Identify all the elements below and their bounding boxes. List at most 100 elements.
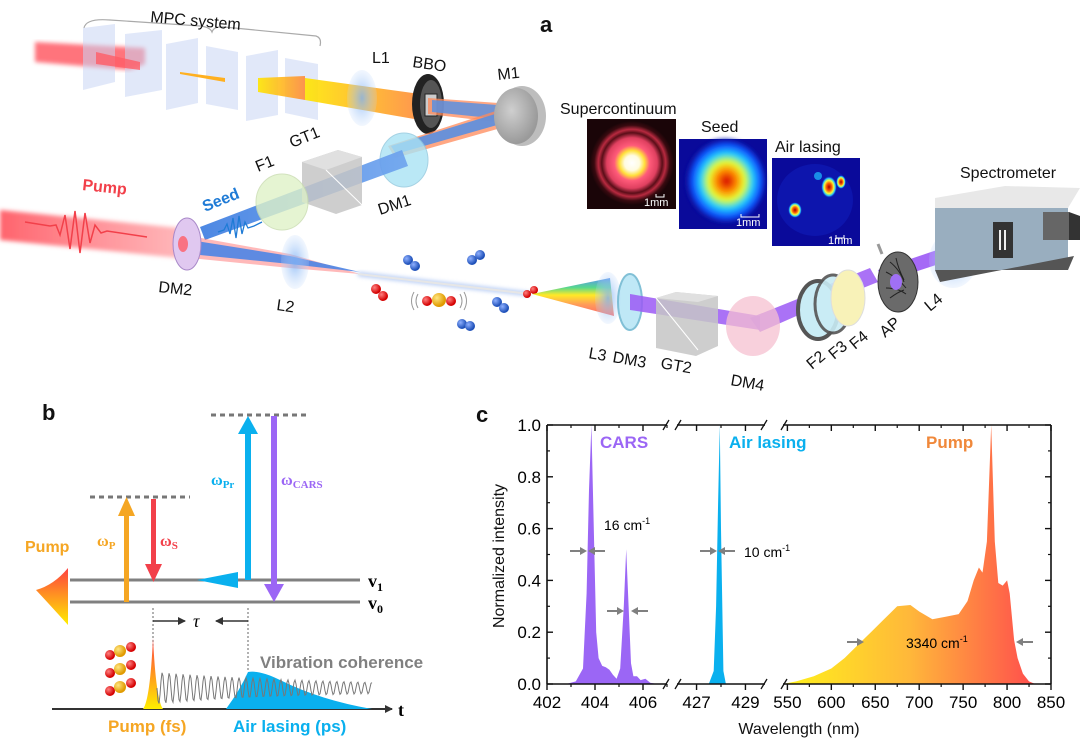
axis-break-mark [662,419,670,431]
air-lasing-ps-pulse [226,671,372,709]
panel-a-label: a [540,12,553,37]
lens-l1 [347,70,377,126]
dichroic-mirror-dm4 [726,296,780,356]
mpc-system-label: MPC system [150,9,242,34]
label-l1: L1 [372,50,390,67]
label-l3: L3 [587,345,608,365]
filter-f1 [255,173,309,231]
panel-a: a MPC system L1 BBO [0,9,1080,395]
label-spectrometer: Spectrometer [960,165,1057,182]
mpc-beam-2 [180,72,225,82]
x-tick-label: 404 [581,693,609,712]
label-v0: v0 [368,593,383,616]
pump-fs-pulse [143,638,163,709]
pump-pulse-shape [36,568,68,625]
label-vibration-coherence: Vibration coherence [260,653,423,672]
x-tick-label: 850 [1037,693,1065,712]
label-v1: v1 [368,571,383,594]
legend-air-lasing: Air lasing [729,433,806,452]
label-l2: L2 [275,297,295,316]
inset-air-lasing-scale: 1mm [828,235,852,247]
label-gt2: GT2 [659,355,693,377]
lens-l3 [595,272,621,324]
x-tick-label: 650 [861,693,889,712]
inset-air-lasing-title: Air lasing [775,139,841,156]
label-gt1: GT1 [287,124,322,151]
glan-prism-gt1 [302,150,363,214]
vibration-coherence-wave [156,672,373,705]
probe-pulse-icon [197,572,238,588]
label-l4: L4 [922,291,947,316]
legend-cars: CARS [600,433,648,452]
label-bbo: BBO [411,54,447,76]
inset-air-lasing: Air lasing 1mm [772,139,860,247]
label-omega-p: ωP [97,533,116,552]
arrow-omega-s [145,499,162,582]
label-f1: F1 [253,153,277,176]
series-air-lasing [708,425,726,684]
seed-label: Seed [200,186,242,216]
panel-c-chart: c 0.0 0.2 0.4 0.6 0.8 1.0 402 404 406 427 429 550 60… [476,402,1065,738]
y-tick-label: 0.8 [517,468,541,487]
spectrometer [935,186,1080,282]
label-f4: F4 [847,328,872,353]
lens-l2 [281,235,309,289]
label-air-lasing-ps: Air lasing (ps) [233,717,346,736]
arrow-omega-cars [264,416,284,602]
mpc-beam-1 [96,52,140,70]
y-tick-label: 1.0 [517,416,541,435]
panel-c-label: c [476,402,488,427]
x-tick-label: 429 [731,693,759,712]
mpc-beam-3 [258,76,305,100]
inset-seed-scale: 1mm [736,217,760,229]
pump-pulse-icon [24,210,148,254]
x-tick-label: 402 [533,693,561,712]
series-cars [566,425,658,684]
axis-break-mark [662,678,670,690]
inset-supercontinuum: Supercontinuum 1mm [560,101,677,209]
label-omega-cars: ωCARS [281,472,323,491]
label-pump-b: Pump [25,539,70,556]
x-tick-label: 427 [682,693,710,712]
label-dm4: DM4 [729,372,765,395]
x-axis-label: Wavelength (nm) [738,721,859,738]
label-dm3: DM3 [611,349,647,372]
label-f2: F2 [804,348,829,373]
label-pump-fs: Pump (fs) [108,717,186,736]
cars-rainbow-cone [532,278,614,316]
fwhm-pump-label: 3340 cm-1 [906,634,968,651]
label-ap: AP [877,314,904,341]
x-tick-label: 406 [629,693,657,712]
x-tick-label: 600 [817,693,845,712]
y-tick-label: 0.0 [517,675,541,694]
inset-seed: Seed 1mm [679,119,767,229]
fwhm-arrows [570,547,1033,646]
label-dm2: DM2 [158,279,193,299]
fwhm-air-lasing-label: 10 cm-1 [744,543,790,560]
legend-pump: Pump [926,433,973,452]
y-tick-label: 0.6 [517,520,541,539]
mpc-mirrors [83,24,318,121]
inset-seed-title: Seed [701,119,738,136]
label-m1: M1 [497,65,521,84]
axis-break-mark [760,678,768,690]
glan-prism-gt2 [655,292,718,356]
fwhm-cars-label: 16 cm-1 [604,516,650,533]
label-omega-pr: ωPr [211,472,234,491]
molecule-stack [105,642,136,696]
y-tick-label: 0.2 [517,623,541,642]
seed-pulse-icon [217,215,263,239]
arrow-omega-pr [238,416,258,580]
y-axis-label: Normalized intensity [491,484,508,628]
pump-label: Pump [82,177,128,199]
series-pump [783,425,1036,684]
inset-supercontinuum-title: Supercontinuum [560,101,677,118]
label-omega-s: ωS [160,533,178,552]
arrow-omega-p [118,497,135,602]
x-tick-label: 750 [949,693,977,712]
y-tick-label: 0.4 [517,571,541,590]
filter-f4 [830,269,866,327]
x-tick-label: 550 [773,693,801,712]
label-t: t [398,700,404,720]
